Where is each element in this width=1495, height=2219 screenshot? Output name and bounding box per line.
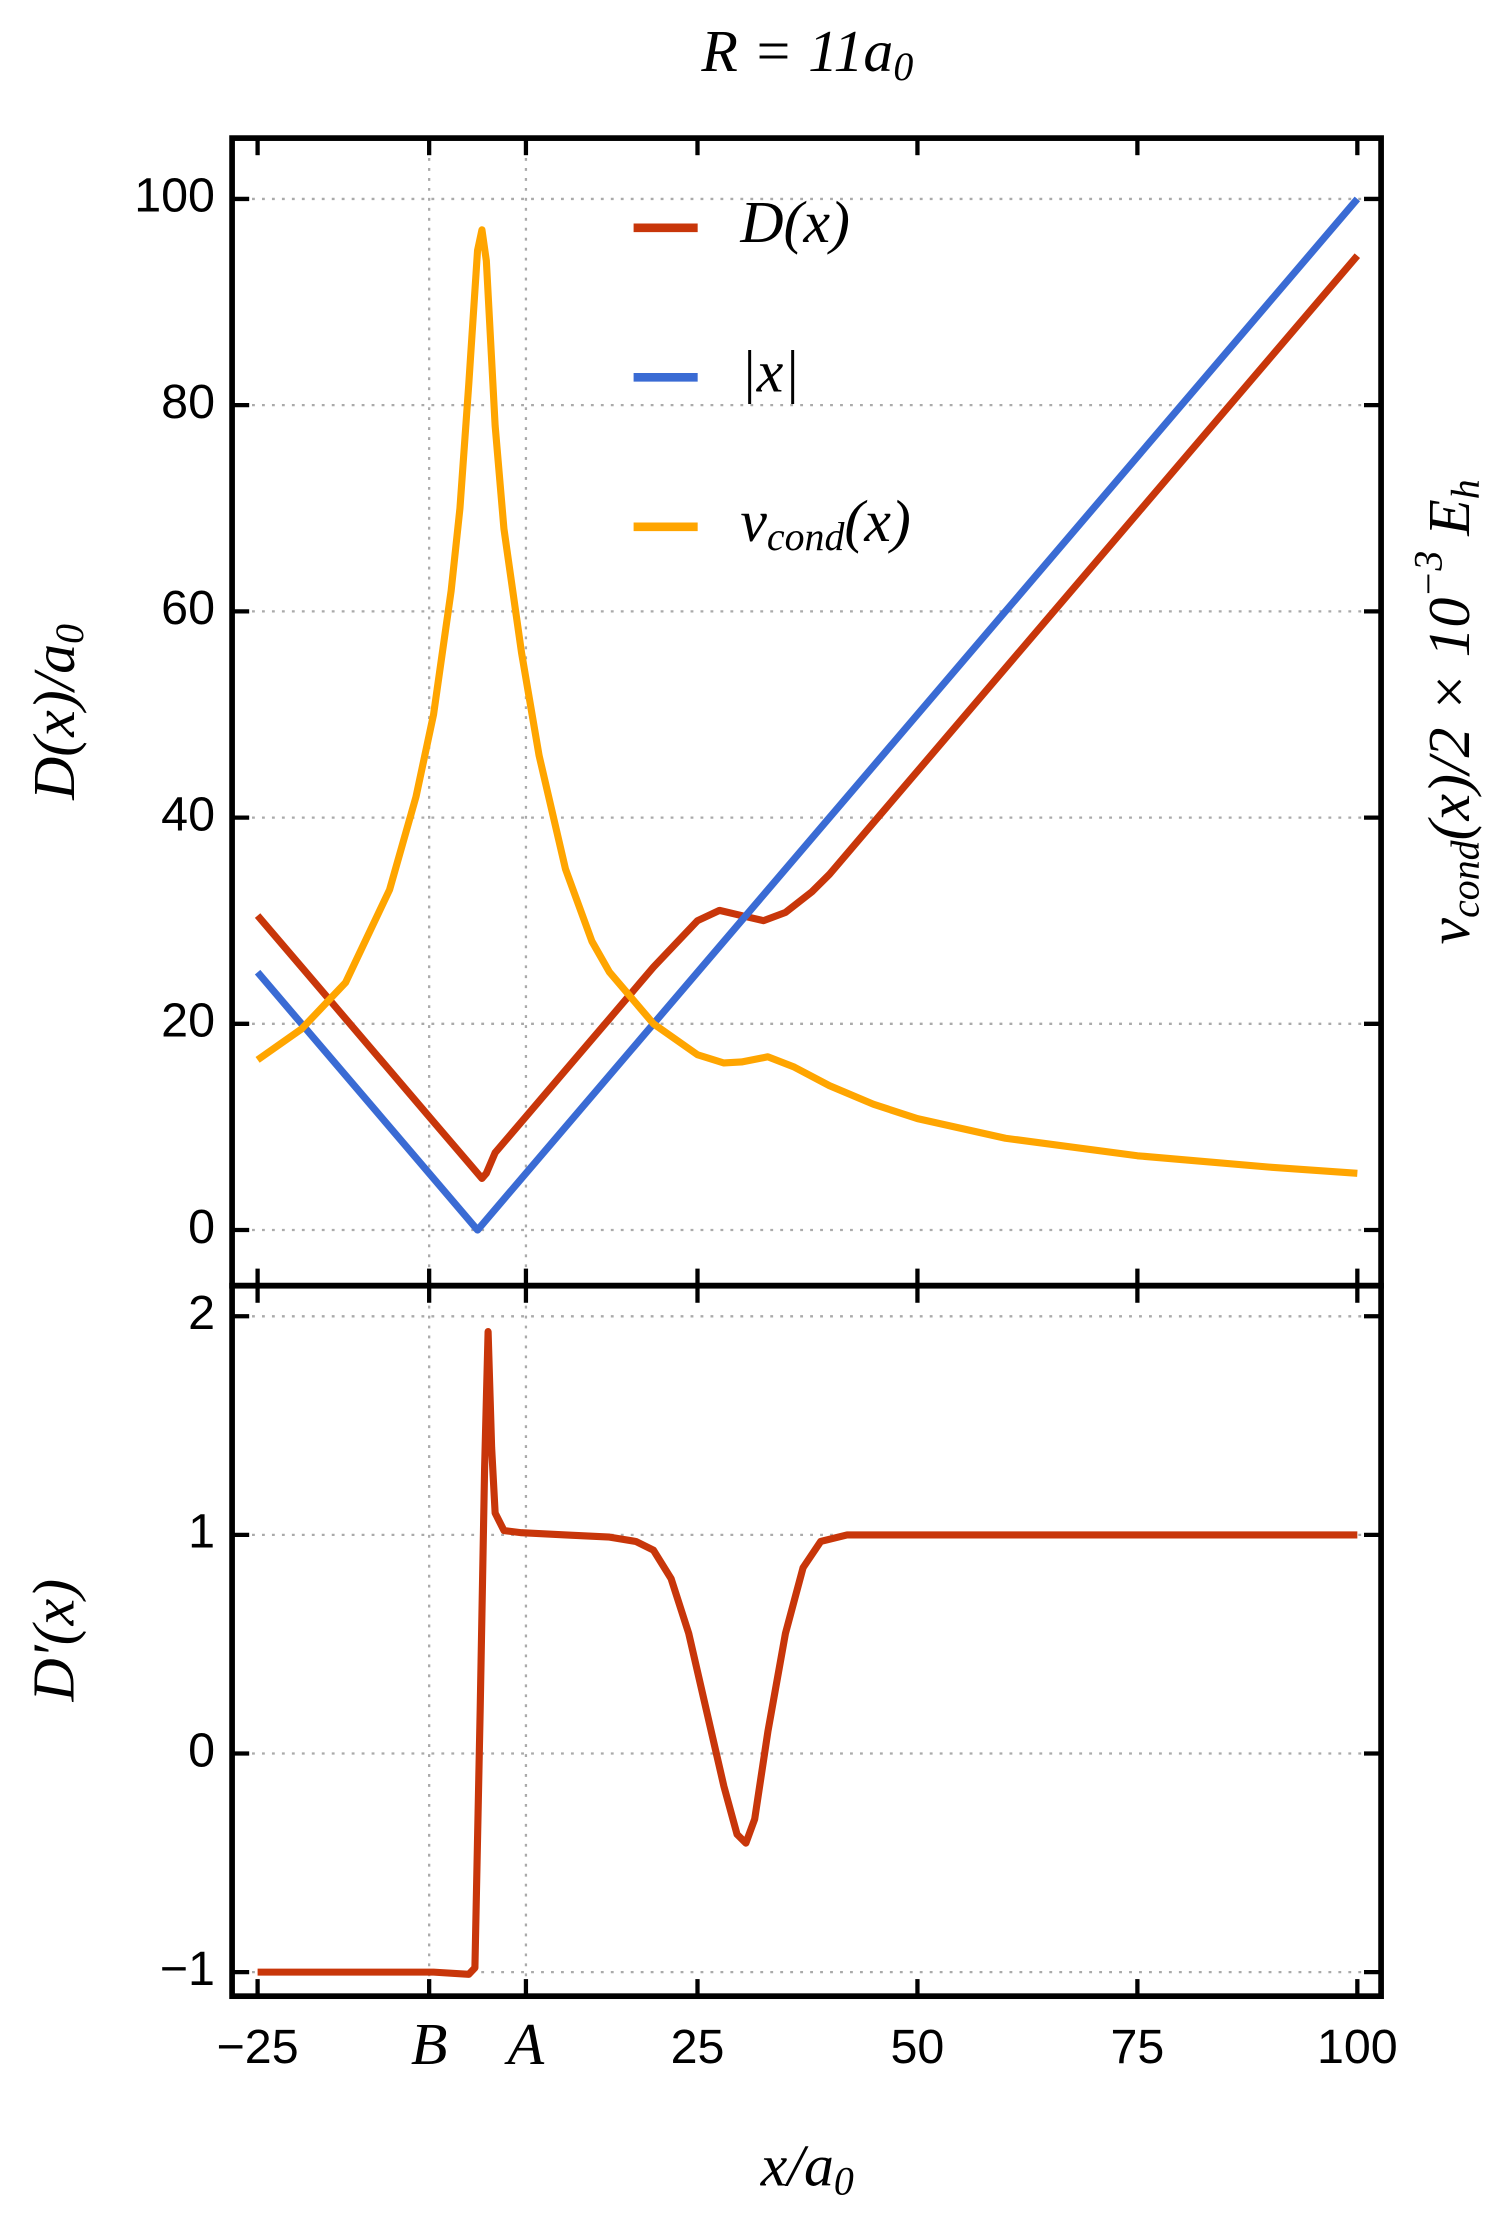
legend-label-part: D(x): [739, 189, 850, 255]
y2-axis-label: vcond(x)/2 × 10−3 Eh: [1405, 479, 1487, 944]
y-axis-label: D(x)/a0: [21, 624, 93, 801]
y-tick-label: 60: [161, 581, 215, 635]
title-sub: 0: [893, 44, 913, 89]
x-tick-label: 25: [671, 2020, 725, 2074]
label-part: x/a: [760, 2132, 834, 2198]
series-line: [255, 226, 1358, 1177]
y-tick-label: 40: [161, 787, 215, 841]
x-axis-label: x/a0: [760, 2132, 854, 2204]
label-part: (x)/2 × 10: [1416, 597, 1482, 840]
frame: [229, 1282, 1384, 2000]
chart-title: R = 11a0: [700, 18, 913, 90]
y-tick-label: −1: [160, 1942, 215, 1996]
label-sub: 0: [47, 624, 92, 644]
label-part: v: [1416, 917, 1482, 944]
frame: [229, 135, 1384, 1289]
y-axis-label: D′(x): [21, 1579, 87, 1703]
series-line: [254, 196, 1361, 1234]
legend-label-part: v: [740, 488, 767, 554]
label-sup: −3: [1405, 551, 1450, 598]
x-tick-label: 100: [1317, 2020, 1398, 2074]
y-tick-label: 80: [161, 375, 215, 429]
label-part: D(x)/a: [21, 644, 87, 801]
y-tick-label: 100: [134, 169, 215, 223]
y-tick-label: 0: [188, 1200, 215, 1254]
x-tick-label: −25: [217, 2020, 299, 2074]
legend-label: |x|: [740, 338, 799, 404]
series-line: [257, 1328, 1358, 1978]
legend-label-part: cond: [767, 514, 846, 559]
y-tick-label: 1: [188, 1505, 215, 1559]
x-tick-label: B: [411, 2011, 448, 2077]
x-tick-label: 75: [1110, 2020, 1164, 2074]
label-sub: cond: [1443, 839, 1488, 918]
label-sub: 0: [834, 2159, 854, 2204]
x-tick-label: 50: [891, 2020, 945, 2074]
y-tick-label: 0: [188, 1723, 215, 1777]
y-tick-label: 2: [188, 1286, 215, 1340]
legend-label-part: |x|: [740, 338, 799, 404]
label-sub: h: [1443, 479, 1488, 499]
legend-label-part: (x): [844, 488, 910, 554]
y-tick-label: 20: [161, 994, 215, 1048]
title-part: R = 11a: [700, 18, 893, 84]
x-tick-label: A: [504, 2011, 545, 2077]
label-part: E: [1416, 499, 1482, 550]
legend-label: vcond(x): [740, 488, 910, 560]
plot-area: 0 20 40 60 80 100 D(x) |x| vcond(x) −1 0 1 2 −25 B A 25 5…: [134, 138, 1398, 2077]
legend-label: D(x): [739, 189, 850, 255]
